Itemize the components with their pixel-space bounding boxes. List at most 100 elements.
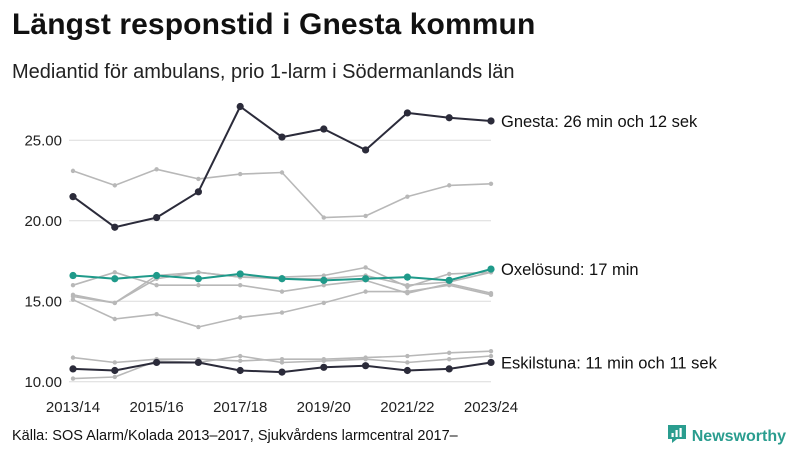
background-series-point xyxy=(447,183,452,188)
series-end-labels: Gnesta: 26 min och 12 sek Oxelösund: 17 m… xyxy=(501,113,718,372)
background-series xyxy=(70,265,494,306)
series-point-eskilstuna xyxy=(487,358,495,367)
background-series-point xyxy=(70,355,76,360)
series-point-eskilstuna xyxy=(194,358,202,367)
background-series-point xyxy=(405,353,410,359)
background-series-point xyxy=(112,183,118,188)
background-series-point xyxy=(447,282,452,288)
series-point-oxelosund xyxy=(236,270,244,278)
background-series-point xyxy=(321,273,326,278)
series-line-gnesta xyxy=(72,105,492,229)
series-point-gnesta xyxy=(153,213,161,222)
source-note: Källa: SOS Alarm/Kolada 2013–2017, Sjukv… xyxy=(12,428,458,444)
series-point-eskilstuna xyxy=(445,365,453,373)
background-series-point xyxy=(238,282,243,288)
chart-title: Längst responstid i Gnesta kommun xyxy=(12,8,536,41)
background-series-point xyxy=(321,282,326,288)
series-point-oxelosund xyxy=(69,271,77,280)
background-series-point xyxy=(279,170,285,175)
y-tick-label: 25.00 xyxy=(24,132,62,149)
background-series-point xyxy=(488,353,494,359)
background-series-point xyxy=(154,282,159,288)
background-series-point xyxy=(70,294,76,299)
series-point-oxelosund xyxy=(445,276,453,284)
background-series-point xyxy=(196,282,201,288)
background-series-line xyxy=(72,168,492,219)
x-tick-label: 2017/18 xyxy=(213,399,267,416)
background-series xyxy=(70,353,494,381)
series-point-eskilstuna xyxy=(403,366,411,375)
background-series-line xyxy=(72,266,492,304)
y-tick-label: 10.00 xyxy=(24,374,62,391)
background-series-group xyxy=(70,167,494,381)
background-series-point xyxy=(70,297,76,302)
background-series-point xyxy=(488,348,494,354)
background-series-point xyxy=(447,357,452,362)
background-series-point xyxy=(405,194,410,199)
x-tick-label: 2015/16 xyxy=(129,399,183,416)
series-point-oxelosund xyxy=(194,275,202,283)
series-point-eskilstuna xyxy=(111,366,119,375)
background-series-point xyxy=(447,271,452,277)
background-series-point xyxy=(447,350,452,356)
x-tick-label: 2021/22 xyxy=(380,399,434,416)
background-series-point xyxy=(112,374,118,380)
highlight-series-group xyxy=(69,102,495,376)
series-oxelosund xyxy=(69,265,495,284)
series-point-oxelosund xyxy=(111,275,119,283)
series-point-gnesta xyxy=(320,125,328,133)
background-series-point xyxy=(154,311,159,317)
background-series xyxy=(70,282,494,330)
background-series-point xyxy=(321,215,326,220)
background-series-point xyxy=(363,289,368,294)
newsworthy-chart-icon xyxy=(667,424,687,449)
background-series-point xyxy=(196,176,201,182)
series-point-oxelosund xyxy=(403,273,411,281)
series-point-gnesta xyxy=(194,188,202,196)
background-series-point xyxy=(363,213,368,219)
background-series-point xyxy=(154,167,159,172)
series-point-eskilstuna xyxy=(278,368,286,376)
series-point-gnesta xyxy=(487,117,495,125)
grid-lines xyxy=(69,139,491,383)
brand-logo[interactable]: Newsworthy xyxy=(667,424,786,449)
series-point-gnesta xyxy=(403,109,411,117)
background-series-point xyxy=(321,300,326,306)
background-series-point xyxy=(279,357,285,362)
series-point-eskilstuna xyxy=(69,365,77,373)
series-point-gnesta xyxy=(445,114,453,122)
x-tick-label: 2023/24 xyxy=(464,399,518,416)
background-series-point xyxy=(112,316,118,322)
chart-subtitle: Mediantid för ambulans, prio 1-larm i Sö… xyxy=(12,61,515,83)
background-series-point xyxy=(488,181,494,186)
background-series-point xyxy=(196,324,201,330)
background-series-point xyxy=(279,289,285,294)
background-series-point xyxy=(70,376,76,381)
background-series-point xyxy=(70,282,76,288)
series-point-oxelosund xyxy=(278,275,286,283)
series-point-gnesta xyxy=(362,146,370,154)
background-series-point xyxy=(363,265,368,270)
series-point-oxelosund xyxy=(320,276,328,284)
series-label-oxelosund: Oxelösund: 17 min xyxy=(501,261,639,279)
background-series-point xyxy=(363,357,368,362)
series-gnesta xyxy=(69,102,495,231)
series-point-gnesta xyxy=(111,223,119,231)
background-series-point xyxy=(488,292,494,298)
background-series-point xyxy=(112,300,118,306)
background-series-point xyxy=(112,270,118,275)
background-series-point xyxy=(321,358,326,364)
background-series-point xyxy=(238,171,243,177)
x-tick-label: 2019/20 xyxy=(297,399,351,416)
background-series xyxy=(70,167,494,220)
background-series-point xyxy=(238,358,243,364)
series-point-gnesta xyxy=(69,193,77,201)
background-series-point xyxy=(405,289,410,294)
y-tick-label: 15.00 xyxy=(24,293,62,310)
series-point-eskilstuna xyxy=(236,366,244,375)
background-series-point xyxy=(112,360,118,365)
x-tick-label: 2013/14 xyxy=(46,399,100,416)
series-point-gnesta xyxy=(278,133,286,141)
